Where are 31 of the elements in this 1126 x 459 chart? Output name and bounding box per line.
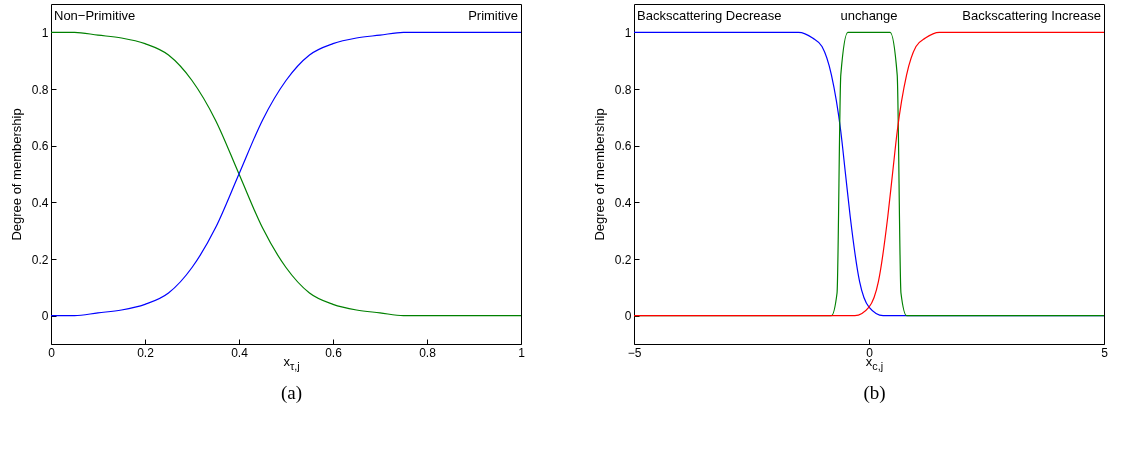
text: (b)	[862, 381, 886, 404]
line-series	[51, 31, 521, 317]
x-tick-label: 0.4	[231, 345, 249, 360]
y-axis-title: Degree of membership	[591, 108, 607, 241]
line-series	[634, 31, 1104, 317]
y-tick-label: 1	[41, 25, 49, 40]
y-tick-label: 1	[624, 25, 632, 40]
series-label: Non−Primitive	[54, 8, 136, 23]
x-tick-label: 1	[518, 345, 526, 360]
y-tick-label: 0	[624, 309, 632, 324]
x-tick-label: 0.2	[137, 345, 155, 360]
y-tick-label: 0.2	[614, 252, 632, 267]
y-tick-label: 0.2	[31, 252, 49, 267]
x-tick-label: 5	[1101, 345, 1109, 360]
series-label: unchange	[840, 8, 898, 23]
y-tick-label: 0.8	[31, 82, 49, 97]
y-tick-label: 0.4	[614, 195, 632, 210]
x-tick-label: 0.6	[325, 345, 343, 360]
y-axis-title: Degree of membership	[8, 108, 24, 241]
y-tick-label: 0.8	[614, 82, 632, 97]
series-label: Primitive	[468, 8, 518, 23]
y-tick-label: 0.4	[31, 195, 49, 210]
y-tick-label: 0.6	[31, 139, 49, 154]
y-tick-label: 0	[41, 309, 49, 324]
y-tick-label: 0.6	[614, 139, 632, 154]
text: (a)	[279, 381, 303, 404]
x-tick-label: −5	[627, 345, 642, 360]
series-label: Backscattering Decrease	[637, 8, 782, 23]
x-axis-title: x$_{τ,j}$	[283, 354, 300, 372]
series-label: Backscattering Increase	[962, 8, 1101, 23]
x-tick-label: 0.8	[419, 345, 437, 360]
